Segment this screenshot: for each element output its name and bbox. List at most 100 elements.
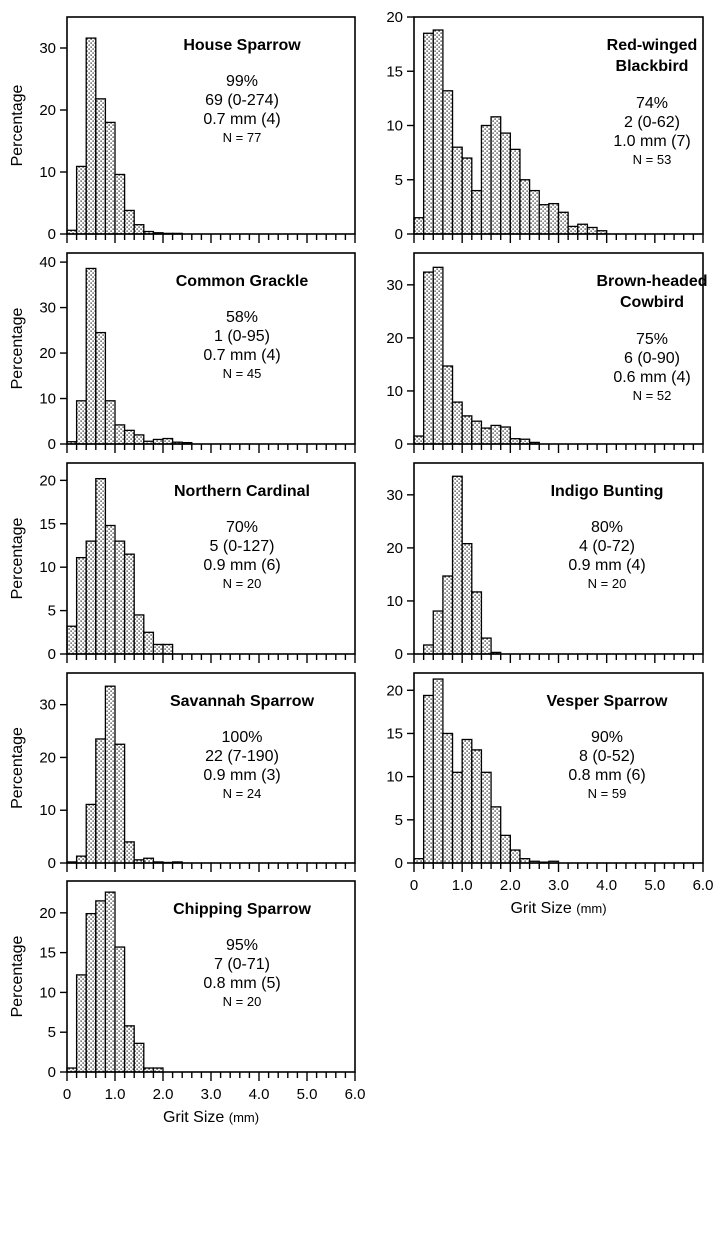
- histogram-bar: [442, 90, 454, 235]
- summary-stat: 8 (0-52): [579, 748, 635, 765]
- summary-stat: 0.7 mm (4): [203, 347, 280, 364]
- histogram-bar: [123, 209, 135, 235]
- histogram-bar: [85, 912, 97, 1073]
- histogram-bar: [104, 685, 116, 864]
- y-tick-label: 0: [48, 1064, 56, 1081]
- x-axis-label: Grit Size (mm): [510, 900, 606, 917]
- x-tick-label: 2.0: [153, 1086, 174, 1103]
- x-tick-label: 5.0: [297, 1086, 318, 1103]
- histogram-bar: [557, 211, 569, 235]
- histogram-bar: [461, 738, 473, 864]
- y-tick-label: 20: [386, 682, 403, 699]
- histogram-bar: [75, 400, 87, 445]
- histogram-bar: [162, 437, 174, 445]
- panel-house-sparrow: 0 10 20 30 Percentage House Sparrow 99% 69 (0-2…: [9, 16, 356, 243]
- histogram-bar: [528, 189, 540, 235]
- histogram-bar: [95, 738, 107, 864]
- histogram-bar: [75, 165, 87, 235]
- histogram-bar: [442, 365, 454, 445]
- histogram-bar: [480, 124, 492, 235]
- histogram-bar: [85, 37, 97, 235]
- sample-size-label: N = 77: [223, 130, 262, 145]
- y-axis-label: Percentage: [9, 307, 26, 389]
- histogram-bar: [422, 32, 434, 235]
- summary-stat: 5 (0-127): [210, 538, 275, 555]
- sample-size-label: N = 52: [633, 388, 672, 403]
- histogram-bar: [500, 132, 511, 235]
- histogram-bar: [471, 189, 483, 235]
- y-tick-label: 0: [395, 226, 403, 243]
- histogram-bar: [95, 477, 107, 655]
- histogram-bar: [114, 424, 126, 445]
- histogram-bar: [85, 267, 97, 445]
- histogram-bar: [123, 429, 135, 445]
- summary-stat: 7 (0-71): [214, 956, 270, 973]
- y-tick-label: 10: [386, 118, 403, 135]
- summary-stat: 0.9 mm (6): [203, 557, 280, 574]
- y-axis-label: Percentage: [9, 84, 26, 166]
- y-tick-label: 5: [48, 1024, 56, 1041]
- histogram-bar: [104, 121, 116, 235]
- histogram-bar: [413, 217, 425, 235]
- summary-stat: 2 (0-62): [624, 114, 680, 131]
- y-tick-label: 20: [39, 472, 56, 489]
- y-tick-label: 20: [386, 540, 403, 557]
- summary-stat: 0.9 mm (3): [203, 767, 280, 784]
- histogram-bar: [461, 157, 473, 235]
- histogram-bar: [461, 542, 473, 655]
- x-tick-label: 1.0: [105, 1086, 126, 1103]
- histogram-bar: [451, 475, 463, 655]
- histogram-bar: [432, 610, 444, 655]
- species-name: Red-winged: [607, 37, 698, 54]
- y-tick-label: 15: [39, 516, 56, 533]
- histogram-bar: [451, 401, 463, 445]
- y-tick-label: 40: [39, 254, 56, 271]
- y-tick-label: 0: [395, 855, 403, 872]
- histogram-bar: [490, 806, 502, 864]
- sample-size-label: N = 53: [633, 152, 672, 167]
- summary-stat: 4 (0-72): [579, 538, 635, 555]
- histogram-bar: [123, 1025, 135, 1073]
- histogram-bar: [66, 625, 78, 655]
- y-tick-label: 15: [386, 63, 403, 80]
- histogram-bar: [123, 553, 135, 655]
- x-tick-label: 3.0: [201, 1086, 222, 1103]
- histogram-bar: [500, 426, 511, 445]
- y-tick-label: 30: [386, 277, 403, 294]
- histogram-bar: [490, 424, 502, 445]
- histogram-bar: [104, 891, 116, 1073]
- histogram-bar: [75, 855, 87, 864]
- y-tick-label: 0: [48, 436, 56, 453]
- y-tick-label: 10: [39, 802, 56, 819]
- summary-stat: 58%: [226, 309, 258, 326]
- panel-red-winged-blackbird: 0 5 10 15 20 Red-winged Blackbird 74% 2 (0-62) 1.…: [386, 9, 704, 243]
- histogram-bar: [104, 400, 116, 445]
- sample-size-label: N = 45: [223, 366, 262, 381]
- species-name: Cowbird: [620, 294, 684, 311]
- histogram-bar: [85, 540, 97, 655]
- y-tick-label: 15: [39, 945, 56, 962]
- histogram-bar: [500, 834, 511, 864]
- histogram-bar: [442, 575, 454, 655]
- y-tick-label: 20: [386, 330, 403, 347]
- panel-northern-cardinal: 0 5 10 15 20 Percentage Northern Cardinal 70% 5 …: [9, 462, 356, 663]
- histogram-bar: [577, 223, 589, 235]
- sample-size-label: N = 20: [588, 576, 627, 591]
- y-tick-label: 10: [39, 984, 56, 1001]
- summary-stat: 70%: [226, 519, 258, 536]
- histogram-bar: [133, 434, 145, 445]
- species-name: Blackbird: [616, 58, 689, 75]
- summary-stat: 100%: [222, 729, 263, 746]
- x-tick-label: 0: [410, 877, 418, 894]
- histogram-bar: [480, 427, 492, 445]
- x-tick-label: 6.0: [693, 877, 714, 894]
- y-tick-label: 20: [39, 345, 56, 362]
- y-axis-label: Percentage: [9, 727, 26, 809]
- y-tick-label: 5: [395, 172, 403, 189]
- histogram-bar: [451, 771, 463, 864]
- summary-stat: 22 (7-190): [205, 748, 279, 765]
- y-tick-label: 30: [39, 300, 56, 317]
- species-name: Common Grackle: [176, 273, 309, 290]
- summary-stat: 95%: [226, 937, 258, 954]
- histogram-bar: [480, 771, 492, 864]
